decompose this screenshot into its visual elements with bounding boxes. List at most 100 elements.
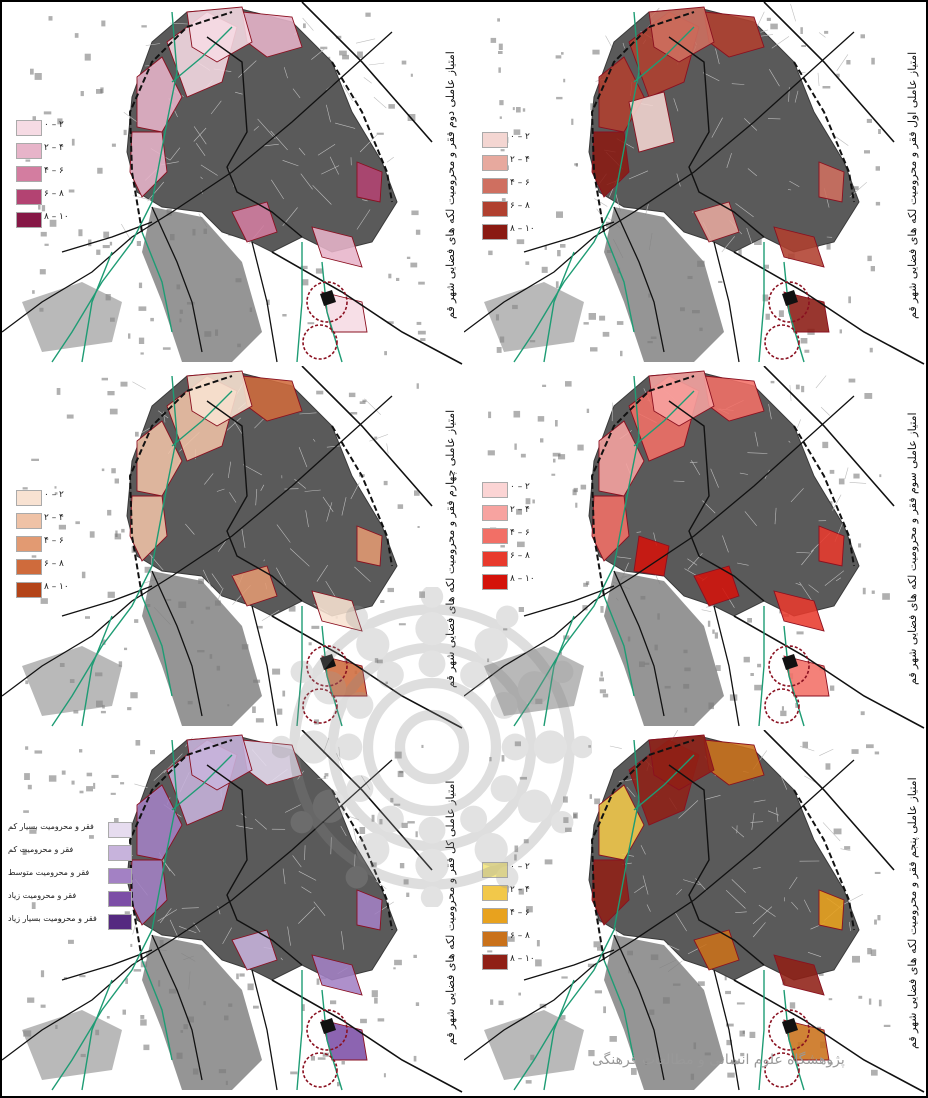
building-block [512, 107, 515, 111]
street-line [305, 510, 309, 528]
green-corridor [758, 242, 765, 363]
building-block [106, 1016, 110, 1019]
street-line [341, 931, 345, 950]
street-line [769, 69, 780, 87]
building-block [864, 393, 873, 399]
building-block [519, 776, 527, 780]
street-line [646, 904, 651, 912]
street-line [375, 880, 387, 890]
building-block [397, 504, 404, 509]
street-line [228, 461, 231, 479]
building-block [553, 458, 556, 463]
legend-item: ۲ – ۴ [16, 141, 136, 163]
street-line [157, 909, 178, 922]
building-block [503, 628, 508, 631]
street-line [771, 36, 790, 49]
building-block [594, 798, 601, 805]
street-line [849, 921, 851, 932]
main-road [523, 221, 615, 253]
building-block [498, 67, 501, 73]
legend-label: ۶ – ۸ [510, 931, 530, 941]
railway-line [733, 615, 925, 729]
building-block [563, 796, 568, 803]
building-block [71, 780, 75, 785]
railway-line [733, 251, 925, 365]
building-block [754, 684, 762, 691]
street-line [200, 176, 203, 180]
building-block [874, 871, 881, 874]
building-block [359, 401, 366, 404]
street-line [791, 901, 799, 910]
building-block [500, 545, 505, 548]
street-line [292, 855, 302, 868]
street-line [364, 398, 382, 416]
street-line [617, 556, 632, 559]
building-block [141, 25, 147, 28]
poverty-district-patch [693, 929, 740, 971]
building-block [526, 906, 533, 913]
legend-swatch [16, 143, 42, 159]
legend-swatch [108, 914, 132, 930]
building-block [124, 647, 128, 651]
building-block [544, 859, 553, 865]
city-map-factor-3 [464, 366, 925, 729]
focus-area-circle [302, 688, 338, 724]
green-corridor [296, 242, 303, 363]
building-block [828, 1062, 833, 1065]
legend-swatch [16, 536, 42, 552]
main-road [713, 241, 740, 363]
inner-ring-road [206, 764, 303, 966]
map-panel-factor-3: امتیاز عاملی سوم فقر و محرومیت لکه های ف… [464, 366, 926, 730]
legend-swatch [108, 822, 132, 838]
legend-item: ۸ – ۱۰ [482, 572, 602, 594]
building-block [342, 54, 349, 60]
building-block [27, 784, 32, 790]
street-line [200, 164, 218, 176]
building-block [86, 772, 93, 777]
building-block [128, 333, 131, 339]
focus-area-circle [302, 324, 338, 360]
building-block [514, 854, 517, 861]
building-block [853, 473, 860, 479]
legend-item: فقر و محرومیت متوسط [8, 866, 136, 888]
building-block [600, 606, 604, 613]
street-line [801, 549, 814, 566]
building-block [406, 256, 411, 259]
legend-item: ۶ – ۸ [16, 187, 136, 209]
building-block [587, 963, 595, 968]
building-block [599, 315, 606, 321]
inner-ring-road [668, 400, 765, 602]
legend-swatch [482, 528, 508, 544]
street-line [678, 800, 699, 819]
street-line [799, 745, 815, 752]
building-block [836, 73, 840, 78]
legend-item: ۴ – ۶ [16, 534, 136, 556]
building-block [778, 310, 784, 317]
street-line [301, 886, 312, 894]
green-corridor [783, 261, 805, 363]
building-block [558, 454, 566, 460]
street-line [338, 746, 341, 761]
western-settlement [22, 282, 122, 352]
street-line [312, 438, 316, 442]
street-line [710, 468, 719, 488]
street-line [276, 524, 291, 543]
building-block [73, 710, 79, 714]
street-line [211, 573, 223, 589]
map-panel-factor-1: امتیاز عاملی اول فقر و محرومیت لکه های ف… [464, 2, 926, 366]
street-line [819, 748, 834, 756]
building-block [310, 1056, 315, 1061]
poverty-district-patch [591, 859, 630, 926]
legend-swatch [482, 482, 508, 498]
legend-item: فقر و محرومیت زیاد [8, 889, 136, 911]
building-block [573, 812, 578, 819]
street-line [340, 825, 347, 837]
building-block [236, 973, 239, 980]
building-block [707, 620, 711, 627]
street-line [788, 440, 791, 443]
building-block [631, 1068, 637, 1075]
building-block [871, 57, 875, 65]
building-block [374, 436, 378, 440]
building-block [523, 839, 529, 844]
building-block [30, 68, 34, 75]
